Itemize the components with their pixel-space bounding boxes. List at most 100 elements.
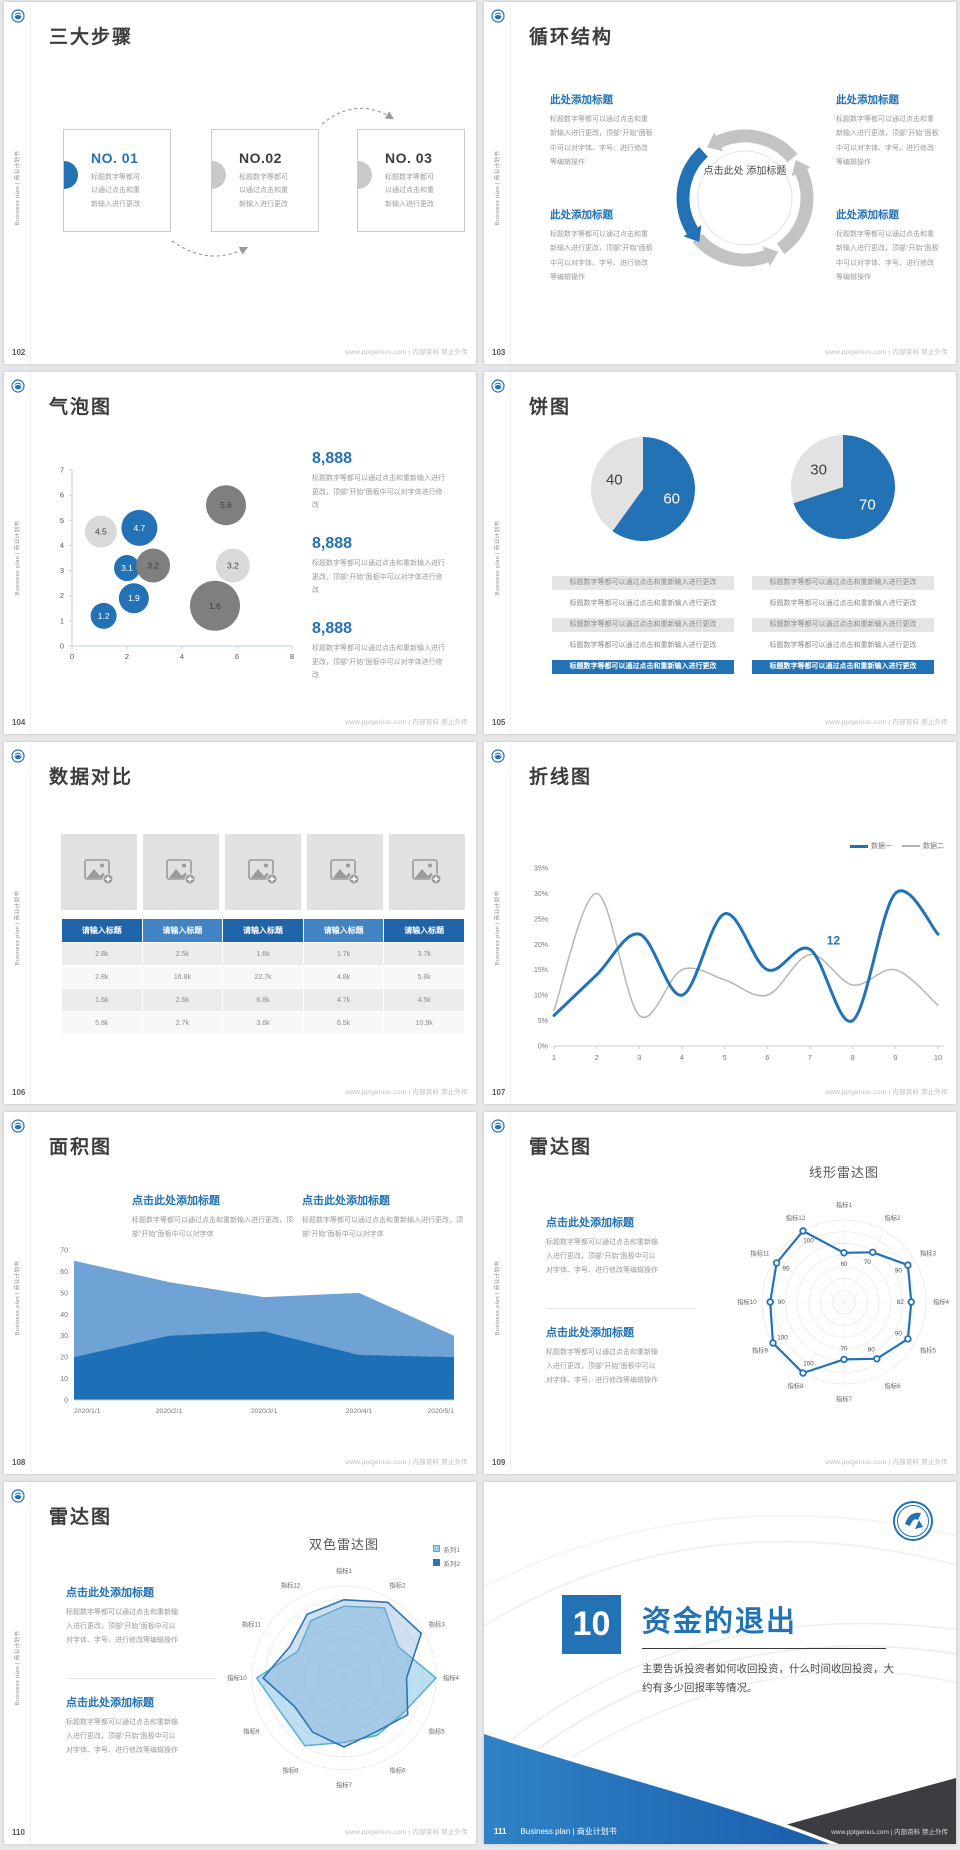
- image-placeholder[interactable]: [61, 834, 137, 910]
- svg-text:1: 1: [60, 616, 64, 625]
- svg-text:100: 100: [803, 1360, 814, 1367]
- area-block-2: 点击此处添加标题 标题数字等都可以通过点击和重新输入进行更改，顶部“开始”面板中…: [302, 1192, 464, 1242]
- slide-area[interactable]: Business plan | 商业计划书 面积图 点击此处添加标题 标题数字等…: [4, 1112, 476, 1474]
- series2-swatch: [902, 845, 920, 847]
- cycle-block-2: 此处添加标题 标题数字等都可以通过点击和重新输入进行更改，顶部“开始”面板中可以…: [836, 92, 940, 170]
- slide-section[interactable]: 10 资金的退出 主要告诉投资者如何收回投资，什么时间收回投资，大约有多少回报率…: [484, 1482, 956, 1844]
- footer-site: www.pptgenius.com | 内部资料 禁止外传: [345, 1089, 468, 1096]
- svg-text:90: 90: [778, 1299, 786, 1306]
- svg-text:7: 7: [808, 1053, 812, 1062]
- cell-105: Business plan | 商业计划书 饼图 60 40 70 30 标题数字等…: [480, 370, 960, 740]
- footer-site: www.pptgenius.com | 内部资料 禁止外传: [345, 719, 468, 726]
- stat-block-1: 8,888 标题数字等都可以通过点击和重新输入进行更改，顶部“开始”面板中可以对…: [312, 450, 446, 513]
- sidebar-divider: [510, 2, 511, 364]
- cell-104: Business plan | 商业计划书 气泡图 0 1 2 3 4 5 6 7 0 2 4 6 8 4…: [0, 370, 480, 740]
- block-divider: [66, 1678, 216, 1679]
- svg-text:0%: 0%: [538, 1044, 548, 1051]
- step-number: NO. 01: [91, 150, 139, 166]
- slide-title: 数据对比: [49, 767, 134, 788]
- line-legend: 数据一 数据二: [850, 841, 944, 851]
- svg-text:指标3: 指标3: [429, 1620, 446, 1629]
- step-bullet: [358, 161, 372, 189]
- svg-text:指标10: 指标10: [737, 1297, 757, 1306]
- table-header-cell: 请输入标题: [303, 919, 384, 942]
- slide-bubble[interactable]: Business plan | 商业计划书 气泡图 0 1 2 3 4 5 6 7 0 2 4 6 8 4…: [4, 372, 476, 734]
- svg-text:30%: 30%: [534, 891, 548, 898]
- block-heading: 此处添加标题: [550, 94, 613, 106]
- block-heading: 点击此处添加标题: [66, 1697, 154, 1709]
- radar-dual-chart: 指标1 指标2 指标3 指标4 指标5 指标6 指标7 指标8 指标9 指标10 指标11 指标12: [227, 1566, 459, 1789]
- slide-steps[interactable]: Business plan | 商业计划书 三大步骤 NO. 01 标题数字等都…: [4, 2, 476, 364]
- table-cell: 6.5k: [303, 1012, 384, 1034]
- image-placeholder[interactable]: [225, 834, 301, 910]
- table-cell: 4.7k: [303, 989, 384, 1011]
- image-placeholder[interactable]: [143, 834, 219, 910]
- pie-caption-row: 标题数字等都可以通过点击和重新输入进行更改: [769, 642, 917, 649]
- slide-line[interactable]: Business plan | 商业计划书 折线图 数据一 数据二 0% 5% 10…: [484, 742, 956, 1104]
- brand-logo-icon: [491, 9, 505, 23]
- sidebar-divider: [510, 1112, 511, 1474]
- svg-text:2020/3/1: 2020/3/1: [251, 1408, 278, 1415]
- svg-text:指标1: 指标1: [336, 1566, 353, 1575]
- slide-pie[interactable]: Business plan | 商业计划书 饼图 60 40 70 30 标题数字等…: [484, 372, 956, 734]
- svg-text:2: 2: [595, 1053, 599, 1062]
- block-body: 标题数字等都可以通过点击和重新输入进行更改，顶部“开始”面板中可以对字体、字号、…: [836, 231, 939, 282]
- table-cell: 2.6k: [142, 989, 223, 1011]
- sidebar-caption: Business plan | 商业计划书: [495, 1260, 501, 1336]
- svg-text:1.2: 1.2: [98, 611, 110, 621]
- table-cell: 22.7k: [223, 966, 303, 988]
- radar-chart-title: 线形雷达图: [808, 1165, 879, 1180]
- page-number: 102: [12, 348, 26, 357]
- add-image-icon: [166, 859, 196, 885]
- radar-line-chart: 指标1 指标2 指标3 指标4 指标5 指标6 指标7 指标8 指标9 指标10 指标11 指标12 6…: [737, 1200, 949, 1403]
- table-header-cell: 请输入标题: [223, 919, 303, 942]
- svg-text:5%: 5%: [538, 1018, 548, 1025]
- cycle-center-label: 点击此处 添加标题: [703, 166, 787, 177]
- add-image-icon: [330, 859, 360, 885]
- svg-text:0: 0: [70, 652, 74, 661]
- svg-text:10: 10: [934, 1053, 942, 1062]
- add-image-icon: [84, 859, 114, 885]
- sidebar-caption: Business plan | 商业计划书: [495, 890, 501, 966]
- slide-radar-line[interactable]: Business plan | 商业计划书 雷达图 点击此处添加标题 标题数字等…: [484, 1112, 956, 1474]
- cell-109: Business plan | 商业计划书 雷达图 点击此处添加标题 标题数字等…: [480, 1110, 960, 1480]
- step-card-1: NO. 01 标题数字等都可以通过点击和重新输入进行更改: [63, 129, 171, 232]
- section-background: [484, 1514, 956, 1844]
- brand-logo-icon: [491, 749, 505, 763]
- block-heading: 此处添加标题: [550, 209, 613, 221]
- svg-text:10%: 10%: [534, 993, 548, 1000]
- table-row: 2.8k 16.8k 22.7k 4.8k 5.8k: [62, 966, 464, 988]
- svg-text:30: 30: [810, 461, 827, 478]
- block-heading: 点击此处添加标题: [302, 1195, 390, 1207]
- table-cell: 1.7k: [303, 943, 384, 965]
- stat-value: 8,888: [312, 535, 353, 552]
- slide-compare[interactable]: Business plan | 商业计划书 数据对比 请输入标题 请输入标题 请输入…: [4, 742, 476, 1104]
- svg-text:9: 9: [893, 1053, 897, 1062]
- pie-caption-row: 标题数字等都可以通过点击和重新输入进行更改: [769, 600, 917, 607]
- table-cell: 5.8k: [384, 966, 464, 988]
- pie-caption-row: 标题数字等都可以通过点击和重新输入进行更改: [752, 576, 934, 590]
- table-cell: 1.6k: [62, 989, 142, 1011]
- image-placeholder[interactable]: [389, 834, 465, 910]
- sidebar-caption: Business plan | 商业计划书: [15, 1260, 21, 1336]
- svg-text:6: 6: [60, 491, 64, 500]
- svg-text:82: 82: [897, 1299, 905, 1306]
- footer-site: www.pptgenius.com | 内部资料 禁止外传: [345, 1829, 468, 1836]
- svg-text:指标6: 指标6: [389, 1766, 406, 1775]
- block-heading: 此处添加标题: [836, 209, 899, 221]
- svg-text:7: 7: [60, 466, 64, 475]
- svg-text:指标5: 指标5: [920, 1346, 937, 1355]
- section-footer: 111 Business plan | 商业计划书: [494, 1826, 617, 1837]
- block-body: 标题数字等都可以通过点击和重新输入进行更改，顶部“开始”面板中可以对字体、字号、…: [836, 116, 939, 167]
- stat-body: 标题数字等都可以通过点击和重新输入进行更改，顶部“开始”面板中可以对字体进行修改: [312, 475, 445, 510]
- footer-site: www.pptgenius.com | 内部资料 禁止外传: [345, 349, 468, 356]
- table-row: 1.6k 2.6k 6.8k 4.7k 4.5k: [62, 989, 464, 1011]
- table-cell: 3.6k: [223, 1012, 303, 1034]
- image-placeholder[interactable]: [307, 834, 383, 910]
- sidebar-caption: Business plan | 商业计划书: [495, 150, 501, 226]
- slide-cycle[interactable]: Business plan | 商业计划书 循环结构 点击此处 添加标题 此处添…: [484, 2, 956, 364]
- slide-radar-dual[interactable]: Business plan | 商业计划书 雷达图 点击此处添加标题 标题数字等…: [4, 1482, 476, 1844]
- page-number: 106: [12, 1088, 26, 1097]
